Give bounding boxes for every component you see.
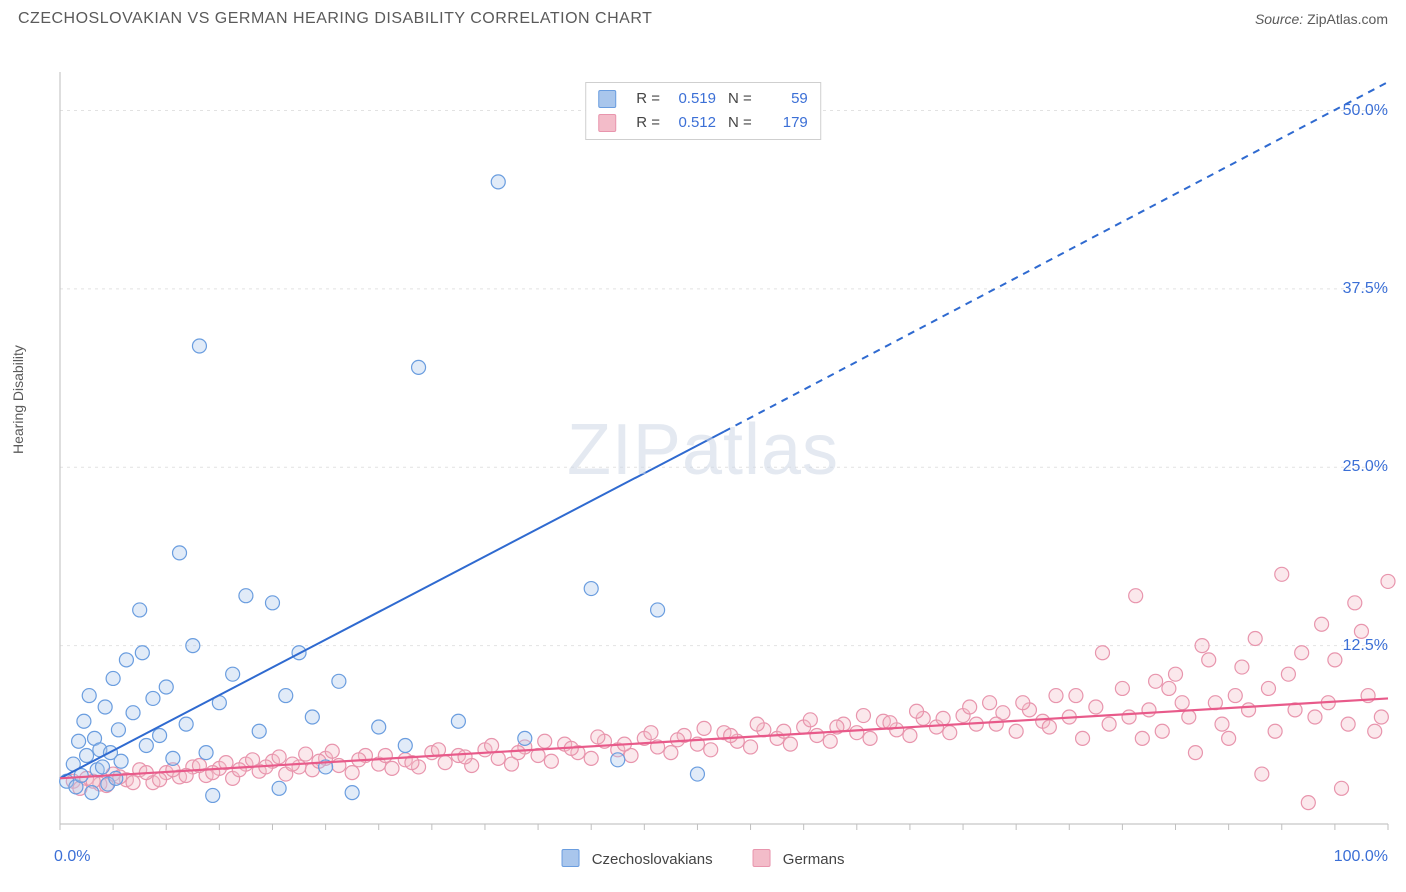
stats-row: R = 0.519 N = 59 (598, 87, 808, 111)
series-legend: Czechoslovakians Germans (562, 849, 845, 868)
stats-r-value: 0.519 (672, 87, 716, 111)
stats-n-value: 59 (764, 87, 808, 111)
source-label: Source: (1255, 11, 1303, 27)
y-axis-label: Hearing Disability (10, 345, 26, 454)
y-tick-label: 50.0% (1343, 102, 1388, 120)
stats-r-label: R = (636, 111, 660, 135)
stats-r-value: 0.512 (672, 111, 716, 135)
legend-swatch (562, 849, 580, 867)
chart-source: Source: ZipAtlas.com (1255, 11, 1388, 27)
stats-r-label: R = (636, 87, 660, 111)
x-tick-left: 0.0% (54, 848, 90, 866)
legend-swatch (753, 849, 771, 867)
stats-row: R = 0.512 N = 179 (598, 111, 808, 135)
stats-n-value: 179 (764, 111, 808, 135)
chart-area: Hearing Disability ZIPatlas R = 0.519 N … (0, 34, 1406, 874)
legend-label: Germans (783, 851, 845, 868)
correlation-stats-box: R = 0.519 N = 59 R = 0.512 N = 179 (585, 82, 821, 140)
legend-item: Germans (753, 849, 845, 868)
legend-label: Czechoslovakians (592, 851, 713, 868)
chart-title: CZECHOSLOVAKIAN VS GERMAN HEARING DISABI… (18, 10, 652, 28)
source-name: ZipAtlas.com (1307, 11, 1388, 27)
stats-swatch (598, 114, 616, 132)
y-tick-label: 12.5% (1343, 637, 1388, 655)
stats-swatch (598, 90, 616, 108)
x-tick-right: 100.0% (1334, 848, 1388, 866)
stats-n-label: N = (728, 87, 752, 111)
legend-item: Czechoslovakians (562, 849, 713, 868)
chart-header: CZECHOSLOVAKIAN VS GERMAN HEARING DISABI… (0, 0, 1406, 34)
y-tick-label: 25.0% (1343, 458, 1388, 476)
y-tick-label: 37.5% (1343, 280, 1388, 298)
scatter-chart (0, 34, 1406, 874)
stats-n-label: N = (728, 111, 752, 135)
